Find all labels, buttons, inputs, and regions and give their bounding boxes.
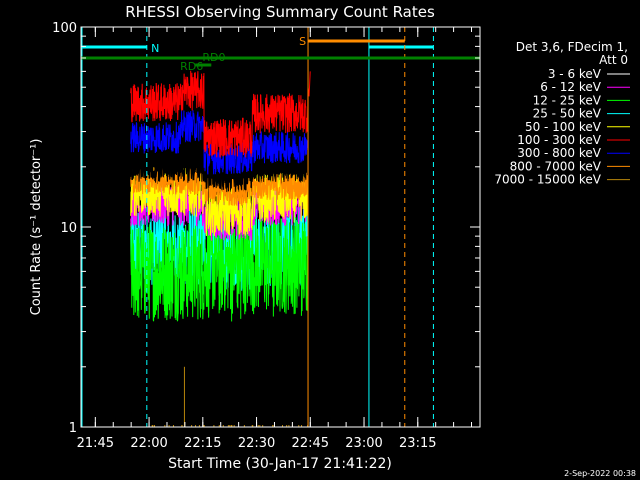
series-line: [130, 110, 309, 175]
y-axis-label: Count Rate (s⁻¹ detector⁻¹): [29, 139, 44, 316]
x-ticks: 21:45 22:00 22:15 22:30 22:45 23:00 23:15: [77, 27, 473, 451]
legend-entry: 12 - 25 keV: [533, 93, 602, 107]
y-ticks: 1 10 100: [52, 21, 480, 436]
legend-entry: 25 - 50 keV: [533, 107, 602, 121]
legend-entry: 50 - 100 keV: [525, 120, 602, 134]
y-tick-label: 1: [69, 421, 77, 436]
legend-entry: 300 - 800 keV: [517, 146, 601, 160]
legend-header-1: Det 3,6, FDecim 1,: [516, 40, 628, 54]
annotation-label: S: [299, 35, 306, 48]
x-tick-label: 21:45: [77, 436, 114, 451]
x-tick-label: 22:00: [130, 436, 167, 451]
data-layer: [130, 70, 311, 427]
x-tick-label: 23:00: [345, 436, 382, 451]
x-tick-label: 22:15: [184, 436, 221, 451]
y-tick-label: 100: [52, 21, 77, 36]
legend-entry: 3 - 6 keV: [548, 67, 602, 81]
legend-entry: 7000 - 15000 keV: [494, 173, 601, 187]
legend-header-2: Att 0: [599, 53, 628, 67]
series-line: [130, 70, 311, 158]
x-tick-label: 22:45: [292, 436, 329, 451]
y-tick-label: 10: [60, 221, 77, 236]
x-tick-label: 22:30: [238, 436, 275, 451]
annotation-label: RD0: [202, 51, 225, 64]
legend-entry: 6 - 12 keV: [540, 80, 602, 94]
timestamp: 2-Sep-2022 00:38: [564, 469, 636, 478]
legend-entry: 800 - 7000 keV: [510, 159, 602, 173]
series-line: [130, 166, 309, 206]
annotation-label: N: [151, 42, 159, 55]
legend-entry: 100 - 300 keV: [517, 133, 601, 147]
chart-title: RHESSI Observing Summary Count Rates: [125, 3, 435, 21]
x-tick-label: 23:15: [399, 436, 436, 451]
annotation-label: RD6: [180, 60, 203, 73]
x-axis-label: Start Time (30-Jan-17 21:41:22): [168, 456, 392, 472]
series-line: [130, 166, 309, 237]
